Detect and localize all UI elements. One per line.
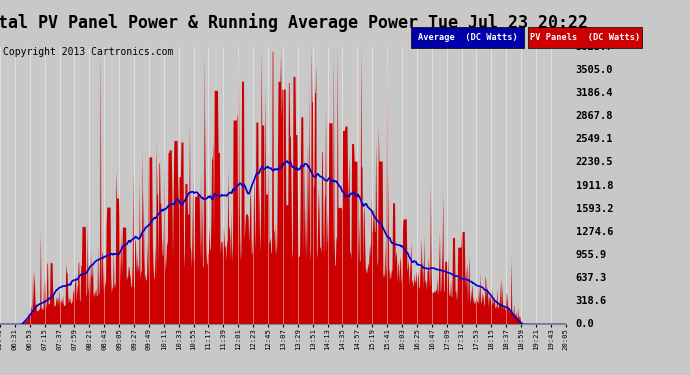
Text: 318.6: 318.6 <box>575 296 607 306</box>
Text: 637.3: 637.3 <box>575 273 607 283</box>
Text: 1274.6: 1274.6 <box>575 227 613 237</box>
Text: 2230.5: 2230.5 <box>575 158 613 168</box>
Text: Average  (DC Watts): Average (DC Watts) <box>417 33 518 42</box>
Text: 3505.0: 3505.0 <box>575 65 613 75</box>
Text: 1593.2: 1593.2 <box>575 204 613 214</box>
Text: 3823.7: 3823.7 <box>575 42 613 52</box>
Text: 955.9: 955.9 <box>575 250 607 260</box>
Text: Total PV Panel Power & Running Average Power Tue Jul 23 20:22: Total PV Panel Power & Running Average P… <box>0 13 588 32</box>
Text: 2867.8: 2867.8 <box>575 111 613 121</box>
Text: 2549.1: 2549.1 <box>575 134 613 144</box>
Text: 1911.8: 1911.8 <box>575 181 613 190</box>
Text: Copyright 2013 Cartronics.com: Copyright 2013 Cartronics.com <box>3 47 174 57</box>
Text: 0.0: 0.0 <box>575 320 595 329</box>
Text: PV Panels  (DC Watts): PV Panels (DC Watts) <box>530 33 640 42</box>
Text: 3186.4: 3186.4 <box>575 88 613 98</box>
